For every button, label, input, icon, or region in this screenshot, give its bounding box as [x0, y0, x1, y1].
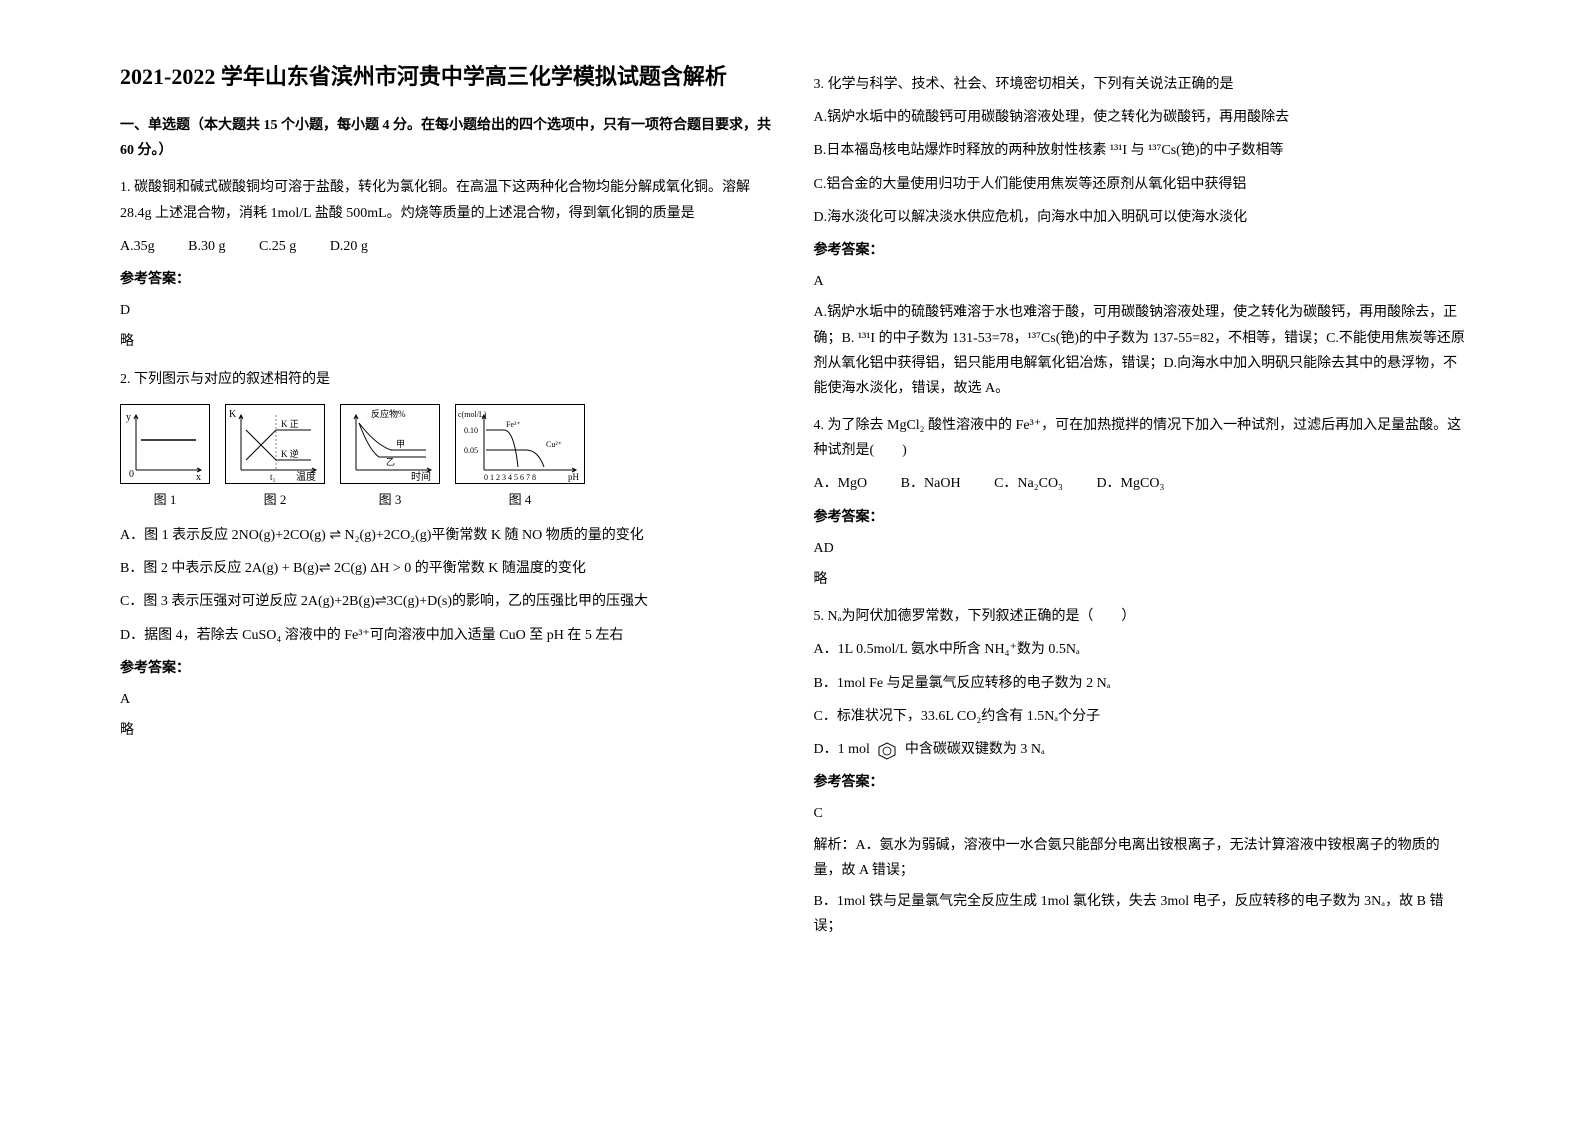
q1-answer-label: 参考答案：: [120, 267, 774, 292]
fig3-label2: 甲: [396, 439, 405, 449]
q3-answer: A: [814, 269, 1468, 294]
fig3-label3: 乙: [386, 457, 395, 467]
fig4-label2: Cu²⁺: [546, 440, 562, 449]
q2-answer-label: 参考答案：: [120, 656, 774, 681]
question-5-text: 5. Nₐ为阿伏加德罗常数，下列叙述正确的是（ ）: [814, 604, 1468, 629]
q4-opt-d: D．MgCO₃: [1096, 476, 1164, 491]
figure-3-box: 反应物% 甲 乙 时间 图 3: [340, 404, 440, 511]
q5-opt-a: A．1L 0.5mol/L 氨水中所含 NH₄⁺数为 0.5Nₐ: [814, 637, 1468, 662]
svg-text:t₁: t₁: [270, 472, 276, 482]
q4-brief: 略: [814, 567, 1468, 592]
fig2-label-k: K: [229, 409, 237, 420]
benzene-ring-icon: [873, 740, 901, 760]
question-2-text: 2. 下列图示与对应的叙述相符的是: [120, 367, 774, 392]
question-4-text: 4. 为了除去 MgCl₂ 酸性溶液中的 Fe³⁺，可在加热搅拌的情况下加入一种…: [814, 413, 1468, 463]
q4-opt-a: A．MgO: [814, 476, 868, 491]
q2-opt-a: A．图 1 表示反应 2NO(g)+2CO(g) ⇌ N₂(g)+2CO₂(g)…: [120, 523, 774, 548]
q1-brief: 略: [120, 329, 774, 354]
fig4-ylabel: c(mol/L): [458, 410, 487, 419]
q4-answer-label: 参考答案：: [814, 505, 1468, 530]
q3-opt-a: A.锅炉水垢中的硫酸钙可用碳酸钠溶液处理，使之转化为碳酸钙，再用酸除去: [814, 105, 1468, 130]
q5-explanation-1: 解析：A．氨水为弱碱，溶液中一水合氨只能部分电离出铵根离子，无法计算溶液中铵根离…: [814, 833, 1468, 883]
q1-opt-c: C.25 g: [259, 239, 296, 254]
q3-explanation: A.锅炉水垢中的硫酸钙难溶于水也难溶于酸，可用碳酸钠溶液处理，使之转化为碳酸钙，…: [814, 300, 1468, 401]
figure-3-svg: 反应物% 甲 乙 时间: [340, 404, 440, 484]
fig3-label1: 反应物%: [371, 408, 406, 419]
fig4-xlabel: pH: [568, 472, 580, 482]
q3-opt-b: B.日本福岛核电站爆炸时释放的两种放射性核素 ¹³¹I 与 ¹³⁷Cs(铯)的中…: [814, 138, 1468, 163]
fig2-label2: K 逆: [281, 448, 299, 459]
q3-opt-c: C.铝合金的大量使用归功于人们能使用焦炭等还原剂从氧化铝中获得铝: [814, 172, 1468, 197]
fig1-label: 图 1: [154, 488, 177, 511]
q5-opt-d: D．1 mol 中含碳碳双键数为 3 Nₐ: [814, 737, 1468, 762]
q1-opt-a: A.35g: [120, 239, 155, 254]
q5-answer: C: [814, 801, 1468, 826]
figure-1-svg: y x 0: [120, 404, 210, 484]
question-4-options: A．MgO B．NaOH C．Na₂CO₃ D．MgCO₃: [814, 471, 1468, 496]
left-column: 2021-2022 学年山东省滨州市河贵中学高三化学模拟试题含解析 一、单选题（…: [100, 60, 794, 1062]
fig4-label1: Fe³⁺: [506, 420, 521, 429]
fig4-y1: 0.10: [464, 426, 478, 435]
figure-container: y x 0 图 1 K K 正 K 逆 t₁ 温度: [120, 404, 774, 511]
q5-opt-c: C．标准状况下，33.6L CO₂约含有 1.5Nₐ个分子: [814, 704, 1468, 729]
q5-opt-b: B．1mol Fe 与足量氯气反应转移的电子数为 2 Nₐ: [814, 671, 1468, 696]
q4-opt-c: C．Na₂CO₃: [994, 476, 1063, 491]
fig3-xlabel: 时间: [411, 470, 431, 483]
q2-answer: A: [120, 687, 774, 712]
fig4-y2: 0.05: [464, 446, 478, 455]
question-3-text: 3. 化学与科学、技术、社会、环境密切相关，下列有关说法正确的是: [814, 72, 1468, 97]
q3-answer-label: 参考答案：: [814, 238, 1468, 263]
document-title: 2021-2022 学年山东省滨州市河贵中学高三化学模拟试题含解析: [120, 60, 774, 93]
q4-answer: AD: [814, 536, 1468, 561]
fig2-label1: K 正: [281, 419, 299, 429]
fig4-label: 图 4: [509, 488, 532, 511]
section-1-header: 一、单选题（本大题共 15 个小题，每小题 4 分。在每小题给出的四个选项中，只…: [120, 113, 774, 163]
fig1-ylabel: y: [126, 412, 131, 423]
fig2-label: 图 2: [264, 488, 287, 511]
q1-opt-b: B.30 g: [188, 239, 225, 254]
q2-opt-c: C．图 3 表示压强对可逆反应 2A(g)+2B(g)⇌3C(g)+D(s)的影…: [120, 589, 774, 614]
q1-opt-d: D.20 g: [330, 239, 368, 254]
figure-2-box: K K 正 K 逆 t₁ 温度 图 2: [225, 404, 325, 511]
fig3-label: 图 3: [379, 488, 402, 511]
q2-opt-b: B．图 2 中表示反应 2A(g) + B(g)⇌ 2C(g) ΔH > 0 的…: [120, 556, 774, 581]
svg-text:0: 0: [129, 469, 134, 480]
q3-opt-d: D.海水淡化可以解决淡水供应危机，向海水中加入明矾可以使海水淡化: [814, 205, 1468, 230]
question-1-text: 1. 碳酸铜和碱式碳酸铜均可溶于盐酸，转化为氯化铜。在高温下这两种化合物均能分解…: [120, 175, 774, 225]
fig2-xlabel: 温度: [296, 470, 316, 483]
q5-opt-d-suffix: 中含碳碳双键数为 3 Nₐ: [905, 742, 1045, 757]
q5-answer-label: 参考答案：: [814, 770, 1468, 795]
figure-2-svg: K K 正 K 逆 t₁ 温度: [225, 404, 325, 484]
q5-explanation-2: B．1mol 铁与足量氯气完全反应生成 1mol 氯化铁，失去 3mol 电子，…: [814, 889, 1468, 939]
fig1-xlabel: x: [196, 472, 201, 483]
figure-1-box: y x 0 图 1: [120, 404, 210, 511]
q5-opt-d-prefix: D．1 mol: [814, 742, 870, 757]
q2-brief: 略: [120, 718, 774, 743]
fig4-xticks: 0 1 2 3 4 5 6 7 8: [484, 473, 536, 482]
right-column: 3. 化学与科学、技术、社会、环境密切相关，下列有关说法正确的是 A.锅炉水垢中…: [794, 60, 1488, 1062]
q2-opt-d: D．据图 4，若除去 CuSO₄ 溶液中的 Fe³⁺可向溶液中加入适量 CuO …: [120, 623, 774, 648]
figure-4-box: c(mol/L) 0.10 0.05 Fe³⁺ Cu²⁺ 0 1 2 3 4 5…: [455, 404, 585, 511]
figure-4-svg: c(mol/L) 0.10 0.05 Fe³⁺ Cu²⁺ 0 1 2 3 4 5…: [455, 404, 585, 484]
question-1-options: A.35g B.30 g C.25 g D.20 g: [120, 234, 774, 259]
q1-answer: D: [120, 298, 774, 323]
q4-opt-b: B．NaOH: [901, 476, 961, 491]
